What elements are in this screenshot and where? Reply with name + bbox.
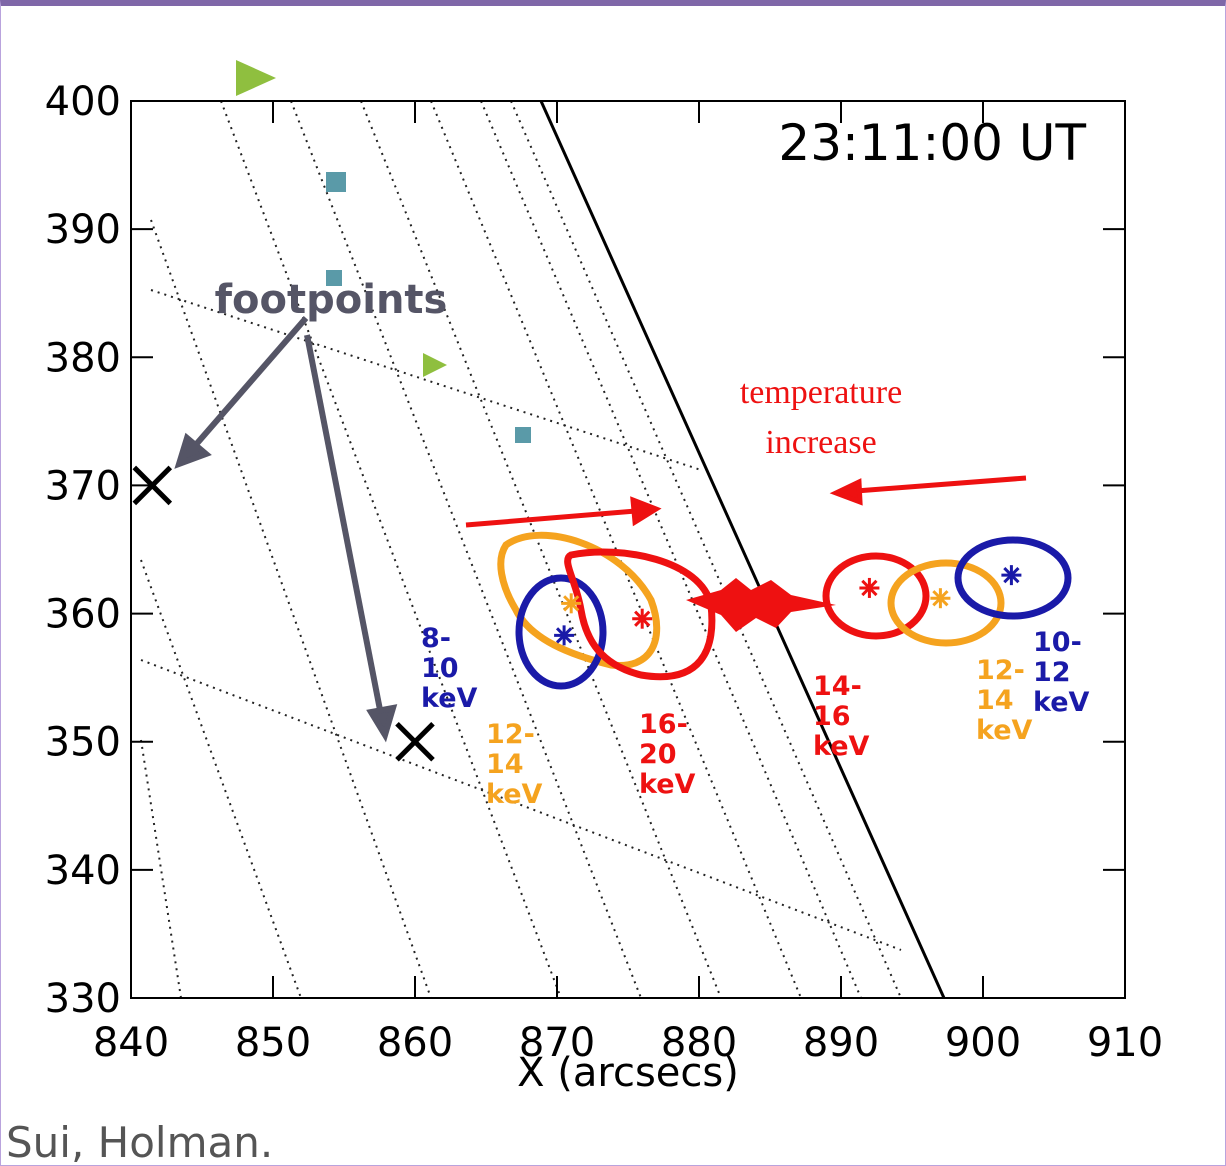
series-label: 8-10 keV xyxy=(421,624,481,714)
x-tick-label: 890 xyxy=(803,1020,879,1066)
marker xyxy=(515,427,531,443)
centroid xyxy=(554,625,574,645)
annotation: temperature increase xyxy=(691,368,951,468)
x-tick-label: 910 xyxy=(1087,1020,1163,1066)
x-tick-label: 840 xyxy=(93,1020,169,1066)
field-lines xyxy=(141,101,901,998)
y-tick-label: 340 xyxy=(45,848,121,894)
x-tick-label: 860 xyxy=(377,1020,453,1066)
footer: Sui, Holman. xyxy=(6,1118,273,1166)
y-tick-label: 350 xyxy=(45,720,121,766)
marker xyxy=(326,172,346,192)
annotation-box: temperature increase xyxy=(691,368,951,468)
centroid xyxy=(1001,565,1021,585)
series-label: 14-16 keV xyxy=(813,672,873,762)
marker xyxy=(423,353,447,377)
centroid xyxy=(859,578,879,598)
series-label: 12-14 keV xyxy=(976,656,1036,746)
y-tick-label: 330 xyxy=(45,976,121,1022)
x-tick-label: 900 xyxy=(945,1020,1021,1066)
y-tick-label: 390 xyxy=(45,207,121,253)
y-tick-label: 370 xyxy=(45,463,121,509)
slide: 23:11:00 UT X (arcsecs) footpoints tempe… xyxy=(0,0,1226,1166)
series-label: 12-14 keV xyxy=(486,720,546,810)
annotation: footpoints xyxy=(215,277,448,323)
y-tick-label: 400 xyxy=(45,79,121,125)
series-label: 10-12 keV xyxy=(1033,628,1093,718)
x-tick-label: 880 xyxy=(661,1020,737,1066)
x-tick-label: 850 xyxy=(235,1020,311,1066)
centroid xyxy=(930,588,950,608)
centroid xyxy=(632,609,652,629)
arrows xyxy=(466,478,1026,525)
marker xyxy=(236,60,276,96)
chart: 23:11:00 UT X (arcsecs) footpoints tempe… xyxy=(1,0,1225,1165)
x-tick-label: 870 xyxy=(519,1020,595,1066)
chart-title: 23:11:00 UT xyxy=(778,114,1086,172)
footpoint xyxy=(397,724,433,760)
centroid xyxy=(561,593,581,613)
y-tick-label: 380 xyxy=(45,335,121,381)
series-label: 16-20 keV xyxy=(639,710,699,800)
y-tick-label: 360 xyxy=(45,592,121,638)
footpoint-arrows xyxy=(179,318,393,735)
